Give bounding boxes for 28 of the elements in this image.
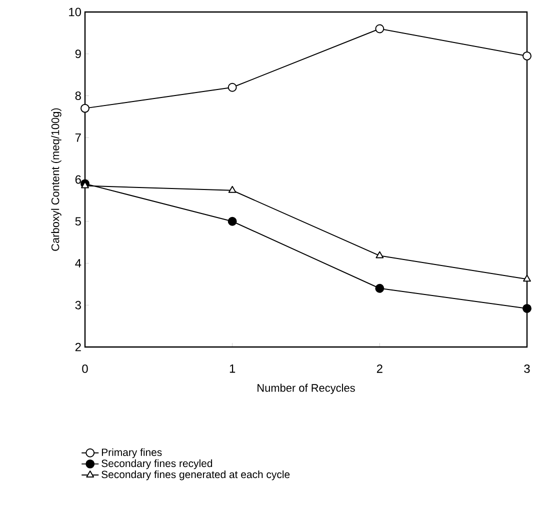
- legend-label: Secondary fines recyled: [102, 459, 212, 470]
- point: [375, 284, 384, 293]
- legend-label: Secondary fines generated at each cycle: [102, 470, 290, 480]
- x-tick-label: 2: [376, 364, 382, 373]
- y-tick-label: 8: [75, 92, 81, 100]
- y-tick-label: 10: [69, 8, 82, 16]
- point: [228, 82, 237, 92]
- x-tick-label: 1: [230, 364, 236, 373]
- legend-label: Primary fines: [102, 448, 162, 458]
- y-tick-label: 6: [75, 175, 81, 184]
- y-tick-label: 7: [75, 134, 81, 142]
- point: [522, 304, 532, 313]
- point: [523, 274, 531, 282]
- y-tick-label: 2: [75, 342, 81, 352]
- y-axis-title: Carboxyl Content (meq/100g): [51, 108, 62, 251]
- point: [522, 51, 532, 60]
- y-tick-label: 4: [75, 259, 82, 268]
- point: [80, 104, 90, 113]
- y-tick-label: 9: [75, 50, 81, 58]
- point: [228, 216, 237, 226]
- x-tick-label: 0: [82, 364, 88, 373]
- y-tick-label: 3: [75, 300, 81, 310]
- point: [375, 24, 384, 34]
- point: [376, 251, 384, 258]
- x-axis-title: Number of Recycles: [258, 384, 355, 394]
- x-tick-label: 3: [524, 364, 530, 373]
- point: [228, 186, 236, 193]
- y-tick-label: 5: [75, 217, 81, 226]
